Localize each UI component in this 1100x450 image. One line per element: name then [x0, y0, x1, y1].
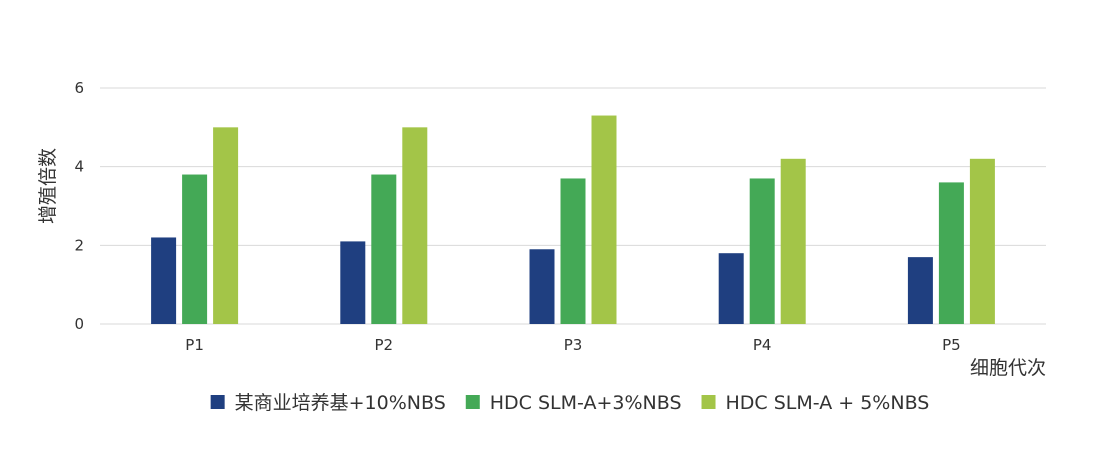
bar-p3-series-1	[529, 249, 555, 324]
x-tick-label: P4	[753, 336, 772, 354]
legend: 某商业培养基+10%NBS HDC SLM-A+3%NBS HDC SLM-A + …	[210, 392, 930, 414]
bar-p5-series-3	[969, 158, 995, 324]
y-tick-label: 4	[74, 158, 84, 176]
y-tick-label: 6	[74, 79, 84, 97]
x-tick-label: P2	[375, 336, 394, 354]
bar-p1-series-2	[182, 174, 208, 324]
bar-p2-series-1	[340, 241, 366, 324]
y-axis-label: 增殖倍数	[37, 148, 59, 224]
x-tick-label: P1	[185, 336, 204, 354]
bar-p2-series-3	[402, 127, 428, 324]
bar-p2-series-2	[371, 174, 397, 324]
legend-item: HDC SLM-A + 5%NBS	[701, 392, 930, 414]
legend-item: HDC SLM-A+3%NBS	[465, 392, 682, 414]
x-axis-label: 细胞代次	[970, 357, 1046, 379]
bar-p3-series-3	[591, 115, 617, 325]
bar-p5-series-1	[907, 257, 933, 324]
bar-p1-series-3	[213, 127, 239, 324]
bars	[151, 115, 995, 325]
legend-swatch	[701, 395, 716, 409]
bar-p1-series-1	[151, 237, 177, 324]
y-axis-ticks: 0 2 4 6	[74, 79, 84, 333]
y-tick-label: 0	[74, 315, 84, 333]
legend-label: HDC SLM-A+3%NBS	[490, 392, 682, 414]
legend-item: 某商业培养基+10%NBS	[210, 392, 446, 414]
legend-label: 某商业培养基+10%NBS	[235, 392, 446, 414]
bar-p4-series-1	[718, 253, 744, 324]
legend-label: HDC SLM-A + 5%NBS	[726, 392, 930, 414]
legend-swatch	[465, 395, 480, 409]
bar-p5-series-2	[938, 182, 964, 324]
bar-p3-series-2	[560, 178, 586, 324]
y-tick-label: 2	[74, 236, 84, 254]
x-axis-ticks: P1 P2 P3 P4 P5	[185, 336, 960, 354]
x-tick-label: P3	[564, 336, 583, 354]
bar-p4-series-3	[780, 158, 806, 324]
bar-p4-series-2	[749, 178, 775, 324]
legend-swatch	[210, 395, 225, 409]
x-tick-label: P5	[942, 336, 961, 354]
